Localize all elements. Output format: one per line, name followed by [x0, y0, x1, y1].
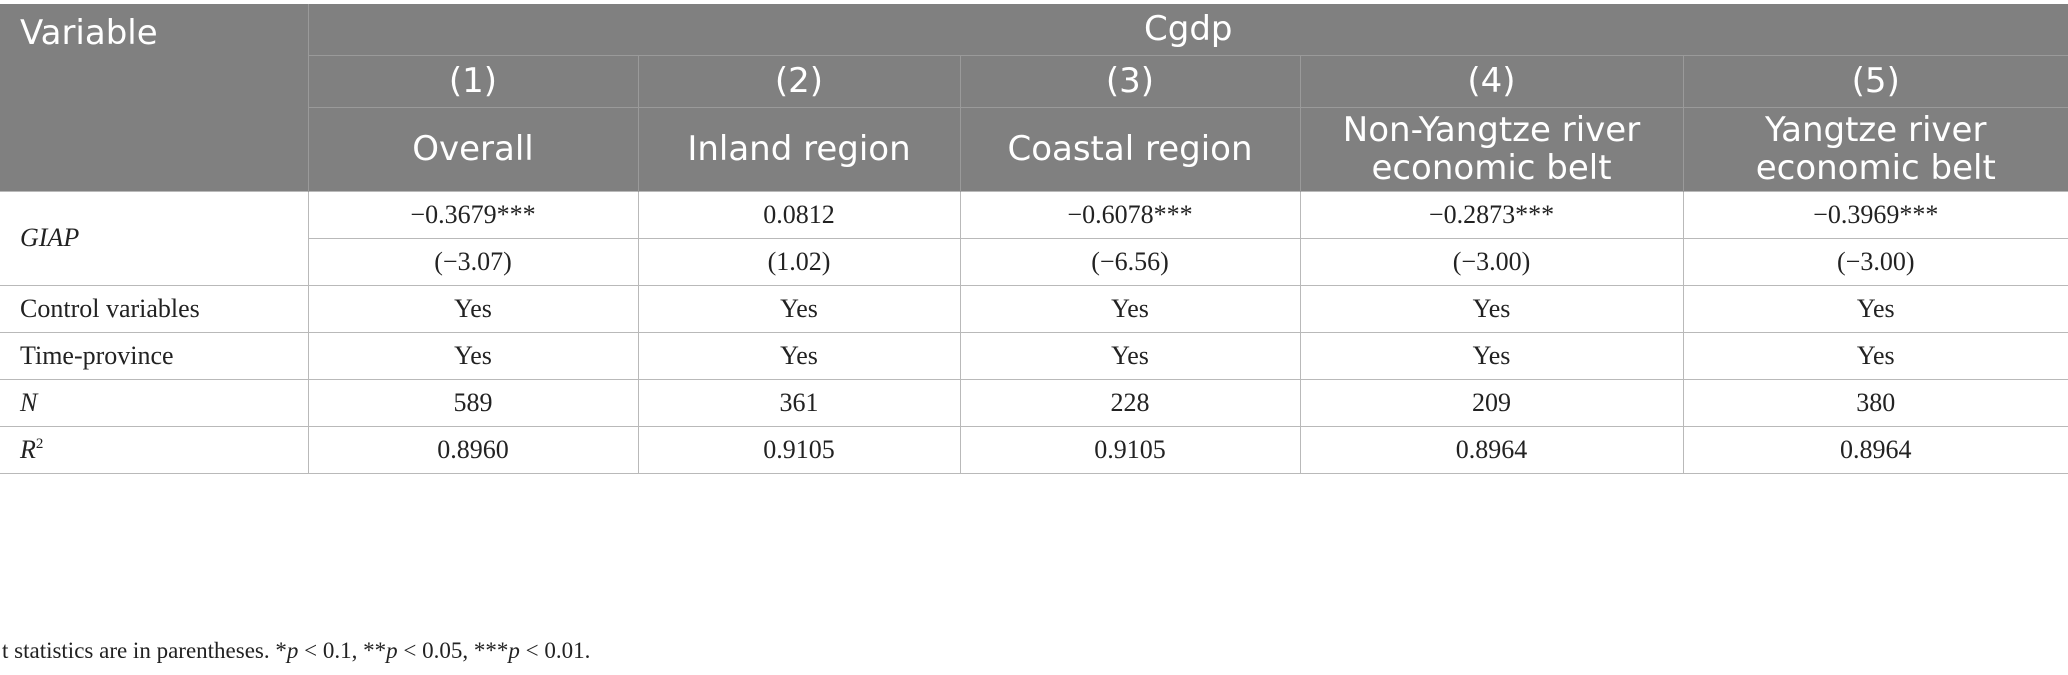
coef-cell: −0.2873***: [1299, 190, 1684, 239]
coef-cell: −0.3969***: [1682, 190, 2068, 239]
tstat-cell: (−3.00): [1299, 237, 1684, 286]
table-cell: Yes: [307, 284, 639, 333]
model-label-4: Non-Yangtze river economic belt: [1299, 106, 1683, 191]
tstat-cell: (−6.56): [959, 237, 1301, 286]
model-number-3: (3): [959, 54, 1300, 107]
table-cell: Yes: [1299, 331, 1684, 380]
model-number-2: (2): [637, 54, 960, 107]
table-cell: Yes: [637, 284, 961, 333]
model-label-1: Overall: [307, 106, 638, 191]
model-label-2: Inland region: [637, 106, 960, 191]
row-label-r-squared: R2: [0, 425, 309, 474]
model-label-3: Coastal region: [959, 106, 1300, 191]
tstat-cell: (−3.07): [307, 237, 639, 286]
table-cell: 228: [959, 378, 1301, 427]
group-header-cgdp: Cgdp: [307, 4, 2068, 55]
table-row: R2 0.8960 0.9105 0.9105 0.8964 0.8964: [0, 425, 2068, 474]
table-cell: Yes: [959, 284, 1301, 333]
coef-cell: −0.6078***: [959, 190, 1301, 239]
model-number-5: (5): [1682, 54, 2068, 107]
table-cell: 380: [1682, 378, 2068, 427]
table-cell: Yes: [637, 331, 961, 380]
table-cell: Yes: [1682, 284, 2068, 333]
table-row: GIAP −0.3679*** 0.0812 −0.6078*** −0.287…: [0, 190, 2068, 286]
model-label-5: Yangtze river economic belt: [1682, 106, 2068, 191]
row-label-control-variables: Control variables: [0, 284, 309, 333]
table-row: N 589 361 228 209 380: [0, 378, 2068, 427]
coef-cell: −0.3679***: [307, 190, 639, 239]
row-label-giap: GIAP: [0, 190, 309, 286]
table-row: Time-province Yes Yes Yes Yes Yes: [0, 331, 2068, 380]
variable-header: Variable: [0, 4, 308, 191]
table-cell: 0.8964: [1682, 425, 2068, 474]
table-cell: 361: [637, 378, 961, 427]
table-cell: 0.8964: [1299, 425, 1684, 474]
table-footnote: t statistics are in parentheses. *p < 0.…: [2, 638, 591, 663]
tstat-cell: (1.02): [637, 237, 961, 286]
table-row: (−3.07) (1.02) (−6.56) (−3.00) (−3.00): [0, 237, 2068, 286]
table-cell: Yes: [959, 331, 1301, 380]
table-row: Control variables Yes Yes Yes Yes Yes: [0, 284, 2068, 333]
table-cell: 209: [1299, 378, 1684, 427]
regression-table: Variable Cgdp (1) (2) (3) (4) (5) Overal…: [0, 4, 2068, 474]
table-cell: Yes: [1299, 284, 1684, 333]
table-cell: 0.9105: [959, 425, 1301, 474]
row-label-time-province: Time-province: [0, 331, 309, 380]
model-number-1: (1): [307, 54, 638, 107]
table-cell: 589: [307, 378, 639, 427]
tstat-cell: (−3.00): [1682, 237, 2068, 286]
table-cell: Yes: [1682, 331, 2068, 380]
model-number-4: (4): [1299, 54, 1683, 107]
table-cell: Yes: [307, 331, 639, 380]
table-cell: 0.8960: [307, 425, 639, 474]
coef-cell: 0.0812: [637, 190, 961, 239]
table-cell: 0.9105: [637, 425, 961, 474]
row-label-n: N: [0, 378, 309, 427]
